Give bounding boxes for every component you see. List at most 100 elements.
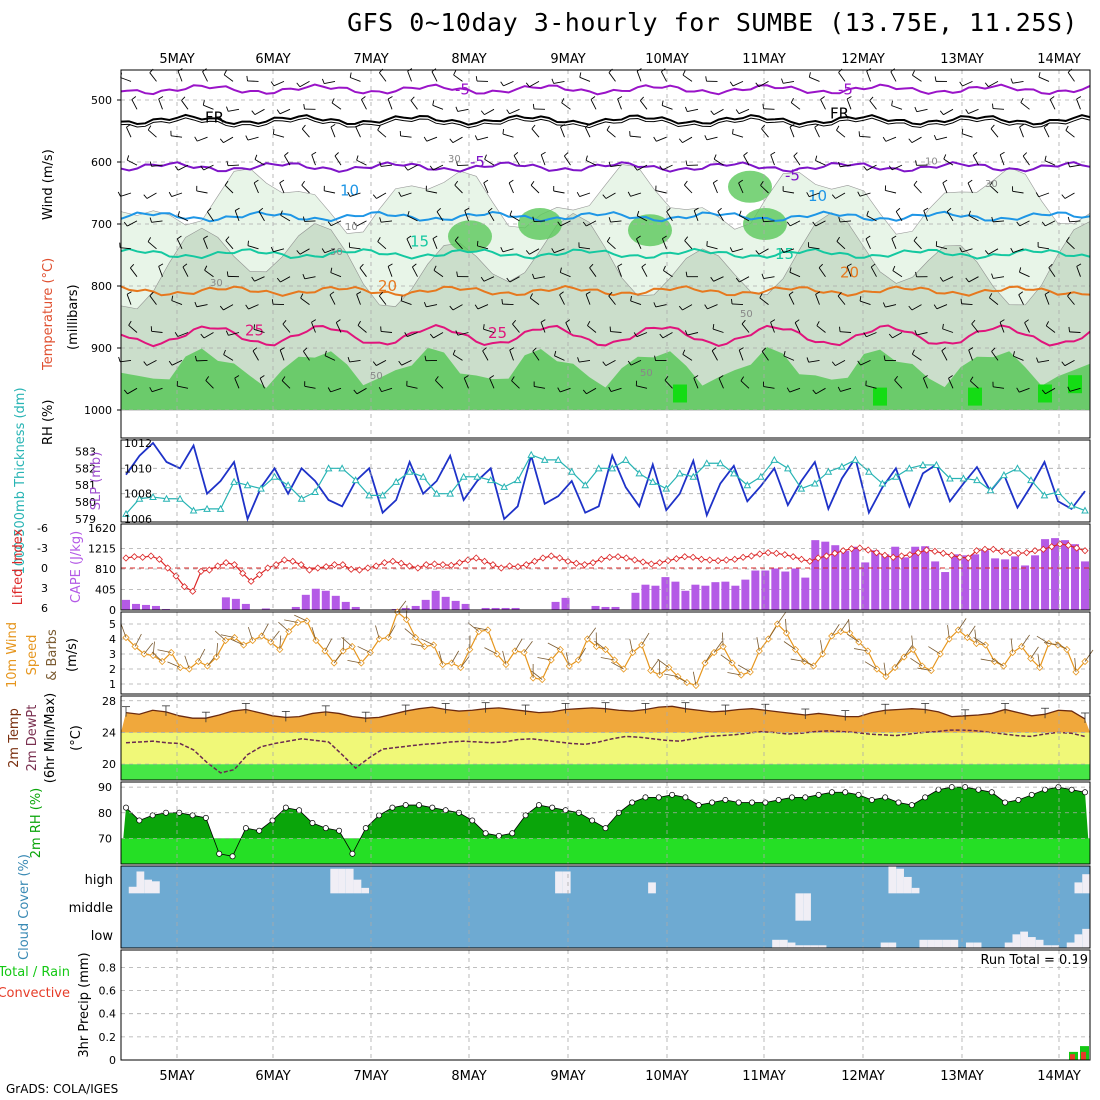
date-label-bottom: 6MAY xyxy=(255,1069,290,1084)
wind-barb xyxy=(126,294,132,305)
wind-barb xyxy=(565,652,570,667)
rh2m-point xyxy=(855,791,862,798)
cape-bar xyxy=(711,582,720,610)
upper-air-group: -5-5FRFR-5-51010151520202525103050305050… xyxy=(41,68,1091,445)
wind-barb-flag xyxy=(489,375,495,379)
li-point xyxy=(639,558,647,566)
cloud-high-bar xyxy=(361,887,370,894)
thickness-tick: 579 xyxy=(75,513,96,526)
thickness-point xyxy=(675,469,684,477)
wind-barb-flag xyxy=(1067,162,1071,168)
wind-barb-flag xyxy=(663,265,666,271)
wind-barb xyxy=(870,266,877,277)
wind-barb xyxy=(637,215,648,222)
wind-barb-flag xyxy=(684,106,688,112)
date-label-bottom: 9MAY xyxy=(550,1069,585,1084)
wind-barb xyxy=(711,350,718,361)
wind-barb-flag xyxy=(641,263,647,268)
wind-barb-flag xyxy=(711,347,717,352)
cape-tick: 1215 xyxy=(88,543,116,556)
wind-barb-flag xyxy=(483,179,489,184)
wind-barb xyxy=(410,100,418,110)
wind-barb xyxy=(1069,220,1081,223)
wind-barb-flag xyxy=(1038,72,1041,78)
wind-barb-flag xyxy=(859,296,862,302)
wind-barb xyxy=(534,276,546,280)
wind-barb-flag xyxy=(923,207,929,211)
li-point xyxy=(647,560,655,568)
wind-barb-flag xyxy=(126,155,130,161)
thickness-point xyxy=(351,476,360,484)
wind-barb xyxy=(157,649,172,653)
wind-barb xyxy=(273,133,285,138)
rh-contour-label: 10 xyxy=(345,222,358,233)
wind-barb xyxy=(224,184,234,194)
wind-barb xyxy=(375,625,380,640)
thickness-point xyxy=(797,484,806,492)
wind-barb xyxy=(134,633,142,647)
cloud-high-bar xyxy=(903,876,912,894)
li-point xyxy=(531,557,539,565)
wind-barb xyxy=(207,211,214,222)
thickness-point xyxy=(702,459,711,467)
wind-barb-flag xyxy=(967,179,973,184)
wind-barb xyxy=(432,238,438,249)
contour-label: -5 xyxy=(455,80,470,98)
wind-barb-flag xyxy=(149,387,153,392)
li-point xyxy=(747,552,756,560)
wind-barb xyxy=(1012,80,1024,84)
wind-barb xyxy=(815,160,826,166)
wind-barb-flag xyxy=(1018,291,1024,296)
wind-barb xyxy=(126,159,138,166)
wind-barb xyxy=(220,634,235,638)
cape-bar xyxy=(641,584,650,610)
wind-barb-flag xyxy=(761,273,765,279)
cape-bar xyxy=(131,603,140,610)
wind-barb-flag xyxy=(1041,389,1046,395)
wind-barb-flag xyxy=(794,319,800,323)
wind-barb-flag xyxy=(525,250,530,255)
wind-barb-flag xyxy=(296,82,301,88)
wind-point xyxy=(511,647,519,655)
wind-barb xyxy=(1010,638,1014,653)
thickness-point xyxy=(378,491,387,499)
wind-barb xyxy=(1045,325,1056,333)
wind-barb xyxy=(1076,98,1081,110)
wind-barb xyxy=(768,626,777,640)
rh2m-point xyxy=(296,807,303,814)
wind-barb xyxy=(713,108,724,116)
wind-barb xyxy=(406,238,412,249)
wind-barb-flag xyxy=(761,347,767,352)
wind-barb xyxy=(502,303,514,306)
wind-barb xyxy=(587,627,597,640)
cape-bar xyxy=(751,570,760,610)
wind-barb xyxy=(911,136,922,144)
wind-barb-flag xyxy=(770,151,776,156)
wind-barb xyxy=(502,248,514,253)
thickness-point xyxy=(324,464,333,472)
wind-barb xyxy=(743,155,750,166)
thickness-point xyxy=(405,467,414,475)
cape-bar xyxy=(511,607,520,610)
wind-barb xyxy=(590,99,597,110)
wind-barb-flag xyxy=(565,319,571,323)
wind-barb-flag xyxy=(685,271,688,277)
wind-barb-flag xyxy=(226,271,229,277)
thickness-line xyxy=(125,454,1086,515)
wind-barb xyxy=(946,211,954,222)
wind-barb-flag xyxy=(582,389,587,395)
li-point xyxy=(1048,543,1056,551)
li-point xyxy=(214,562,222,570)
wind-barb xyxy=(279,349,285,361)
thickness-point xyxy=(581,481,590,489)
wind-barb-flag xyxy=(270,246,274,252)
li-point xyxy=(155,555,163,563)
wind-barb-flag xyxy=(423,136,428,142)
wind-barb xyxy=(629,638,634,653)
wind-barb xyxy=(892,332,903,339)
wind-barb xyxy=(407,164,418,171)
date-label-top: 6MAY xyxy=(255,52,290,67)
wind-point xyxy=(420,642,429,651)
cloud-high-bar xyxy=(1074,882,1083,894)
thickness-point xyxy=(446,489,455,497)
